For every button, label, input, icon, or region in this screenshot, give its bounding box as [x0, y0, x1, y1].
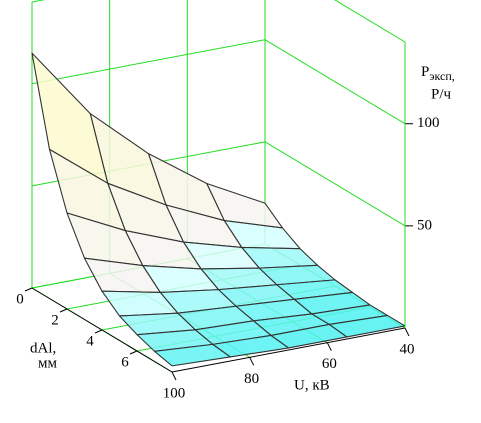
y-axis-label: dAl, [30, 340, 56, 356]
x-tick [249, 357, 255, 366]
z-tick-label: 50 [417, 217, 432, 233]
z-subscript: эксп, [429, 69, 454, 83]
box-edge [31, 0, 46, 3]
z-axis-label: Pэксп, [421, 64, 455, 82]
y-tick [129, 350, 138, 355]
y-tick [59, 308, 68, 313]
y-axis [31, 287, 173, 373]
y-tick-label: 0 [16, 291, 24, 307]
x-tick-label: 60 [322, 356, 337, 372]
x-axis [171, 327, 406, 373]
x-tick-label: 80 [244, 371, 259, 387]
y-tick [24, 287, 33, 292]
grid-line [31, 39, 266, 85]
surface-cell [153, 343, 231, 367]
grid-line [264, 39, 406, 125]
x-tick [326, 342, 332, 351]
y-tick-label: 4 [86, 333, 94, 349]
x-tick [171, 371, 177, 381]
z-axis-unit: Р/ч [431, 86, 452, 102]
y-tick-label: 6 [121, 354, 129, 370]
y-axis-label: мм [38, 355, 57, 371]
box-edge [334, 0, 406, 43]
y-tick [94, 329, 103, 334]
x-tick [404, 327, 410, 337]
z-tick-label: 100 [417, 115, 440, 131]
x-axis-label: U, кВ [294, 377, 330, 393]
surface [31, 52, 406, 367]
grid-line [264, 141, 406, 227]
z-symbol: P [421, 64, 429, 80]
axes: 50 100 40 60 80 100 0 2 4 6 [16, 42, 440, 401]
x-tick-label: 40 [400, 341, 415, 357]
x-tick-label: 100 [163, 385, 186, 401]
y-tick-label: 2 [51, 312, 59, 328]
